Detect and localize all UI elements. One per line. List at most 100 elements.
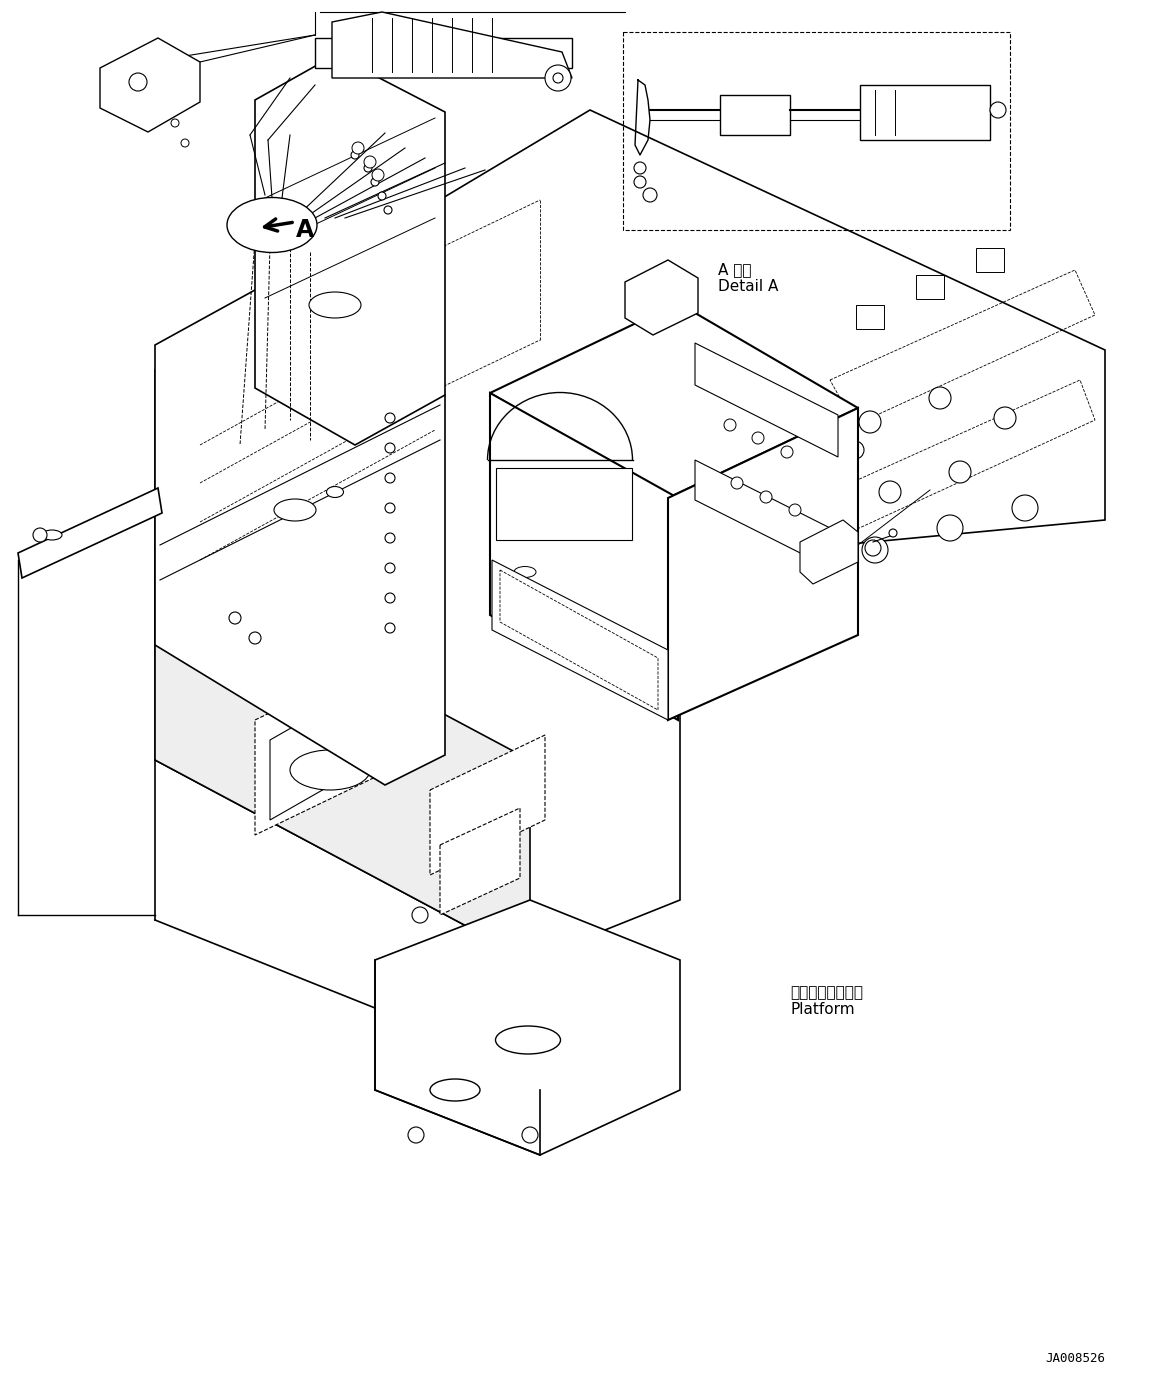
Circle shape [634, 162, 645, 174]
Circle shape [181, 139, 190, 146]
Circle shape [364, 156, 376, 168]
Ellipse shape [309, 291, 361, 318]
Circle shape [351, 151, 359, 159]
Circle shape [789, 504, 801, 516]
Polygon shape [155, 110, 1105, 960]
Circle shape [879, 481, 901, 503]
Circle shape [408, 1127, 424, 1143]
Polygon shape [916, 275, 944, 300]
Circle shape [385, 533, 395, 543]
Circle shape [385, 592, 395, 603]
Polygon shape [315, 39, 572, 68]
Circle shape [859, 412, 882, 434]
Circle shape [1012, 494, 1039, 521]
Circle shape [929, 387, 951, 409]
Polygon shape [856, 305, 884, 329]
Circle shape [691, 519, 709, 537]
Circle shape [522, 1127, 538, 1143]
Circle shape [385, 413, 395, 423]
Circle shape [385, 623, 395, 632]
Circle shape [739, 534, 761, 557]
Circle shape [752, 432, 764, 445]
Circle shape [732, 476, 743, 489]
Text: A 詳細
Detail A: A 詳細 Detail A [718, 262, 778, 294]
Circle shape [990, 102, 1006, 117]
Ellipse shape [430, 1079, 480, 1101]
Polygon shape [430, 735, 545, 876]
Circle shape [385, 443, 395, 453]
Ellipse shape [290, 750, 370, 790]
Polygon shape [800, 521, 858, 584]
Circle shape [792, 557, 818, 583]
Polygon shape [668, 407, 858, 720]
Polygon shape [625, 260, 698, 336]
Circle shape [791, 458, 809, 476]
Polygon shape [270, 679, 374, 820]
Ellipse shape [42, 530, 62, 540]
Circle shape [385, 474, 395, 483]
Circle shape [865, 540, 882, 557]
Polygon shape [374, 900, 680, 1155]
Ellipse shape [274, 499, 316, 521]
Circle shape [809, 504, 832, 526]
Circle shape [862, 537, 889, 563]
Polygon shape [859, 86, 990, 139]
Polygon shape [695, 460, 839, 572]
Circle shape [129, 73, 147, 91]
Circle shape [545, 65, 571, 91]
Circle shape [412, 907, 428, 923]
Polygon shape [255, 55, 445, 445]
Ellipse shape [495, 1026, 561, 1054]
Polygon shape [100, 39, 200, 133]
Circle shape [384, 206, 392, 214]
Circle shape [372, 168, 384, 181]
Ellipse shape [327, 486, 343, 497]
Circle shape [846, 441, 864, 458]
Polygon shape [331, 12, 572, 77]
Circle shape [249, 632, 261, 644]
Text: JA008526: JA008526 [1046, 1352, 1105, 1364]
Polygon shape [255, 655, 390, 836]
Circle shape [352, 142, 364, 155]
Circle shape [759, 492, 772, 503]
Circle shape [33, 528, 47, 541]
Polygon shape [720, 95, 790, 135]
Circle shape [725, 418, 736, 431]
Text: プラットフォーム
Platform: プラットフォーム Platform [790, 985, 863, 1018]
Circle shape [364, 164, 372, 173]
Circle shape [782, 446, 793, 458]
Circle shape [651, 539, 669, 557]
Polygon shape [695, 342, 839, 457]
Circle shape [385, 563, 395, 573]
Ellipse shape [514, 566, 536, 577]
Circle shape [632, 590, 649, 608]
Circle shape [552, 73, 563, 83]
Circle shape [371, 178, 379, 186]
Polygon shape [155, 290, 445, 784]
Polygon shape [500, 570, 658, 710]
Polygon shape [490, 302, 858, 499]
Text: A: A [295, 218, 314, 242]
Circle shape [160, 99, 169, 106]
Ellipse shape [514, 606, 536, 617]
Polygon shape [492, 561, 668, 720]
Circle shape [378, 192, 386, 200]
Polygon shape [495, 468, 632, 540]
Circle shape [994, 407, 1016, 429]
Circle shape [385, 503, 395, 512]
Ellipse shape [514, 587, 536, 598]
Circle shape [722, 581, 748, 608]
Circle shape [643, 188, 657, 202]
Circle shape [634, 175, 645, 188]
Polygon shape [155, 561, 530, 960]
Polygon shape [440, 808, 520, 916]
Circle shape [889, 529, 897, 537]
Polygon shape [976, 249, 1004, 272]
Circle shape [937, 515, 963, 541]
Circle shape [949, 461, 971, 483]
Polygon shape [17, 487, 162, 579]
Ellipse shape [227, 197, 317, 253]
Circle shape [745, 481, 764, 499]
Circle shape [171, 119, 179, 127]
Polygon shape [490, 394, 678, 720]
